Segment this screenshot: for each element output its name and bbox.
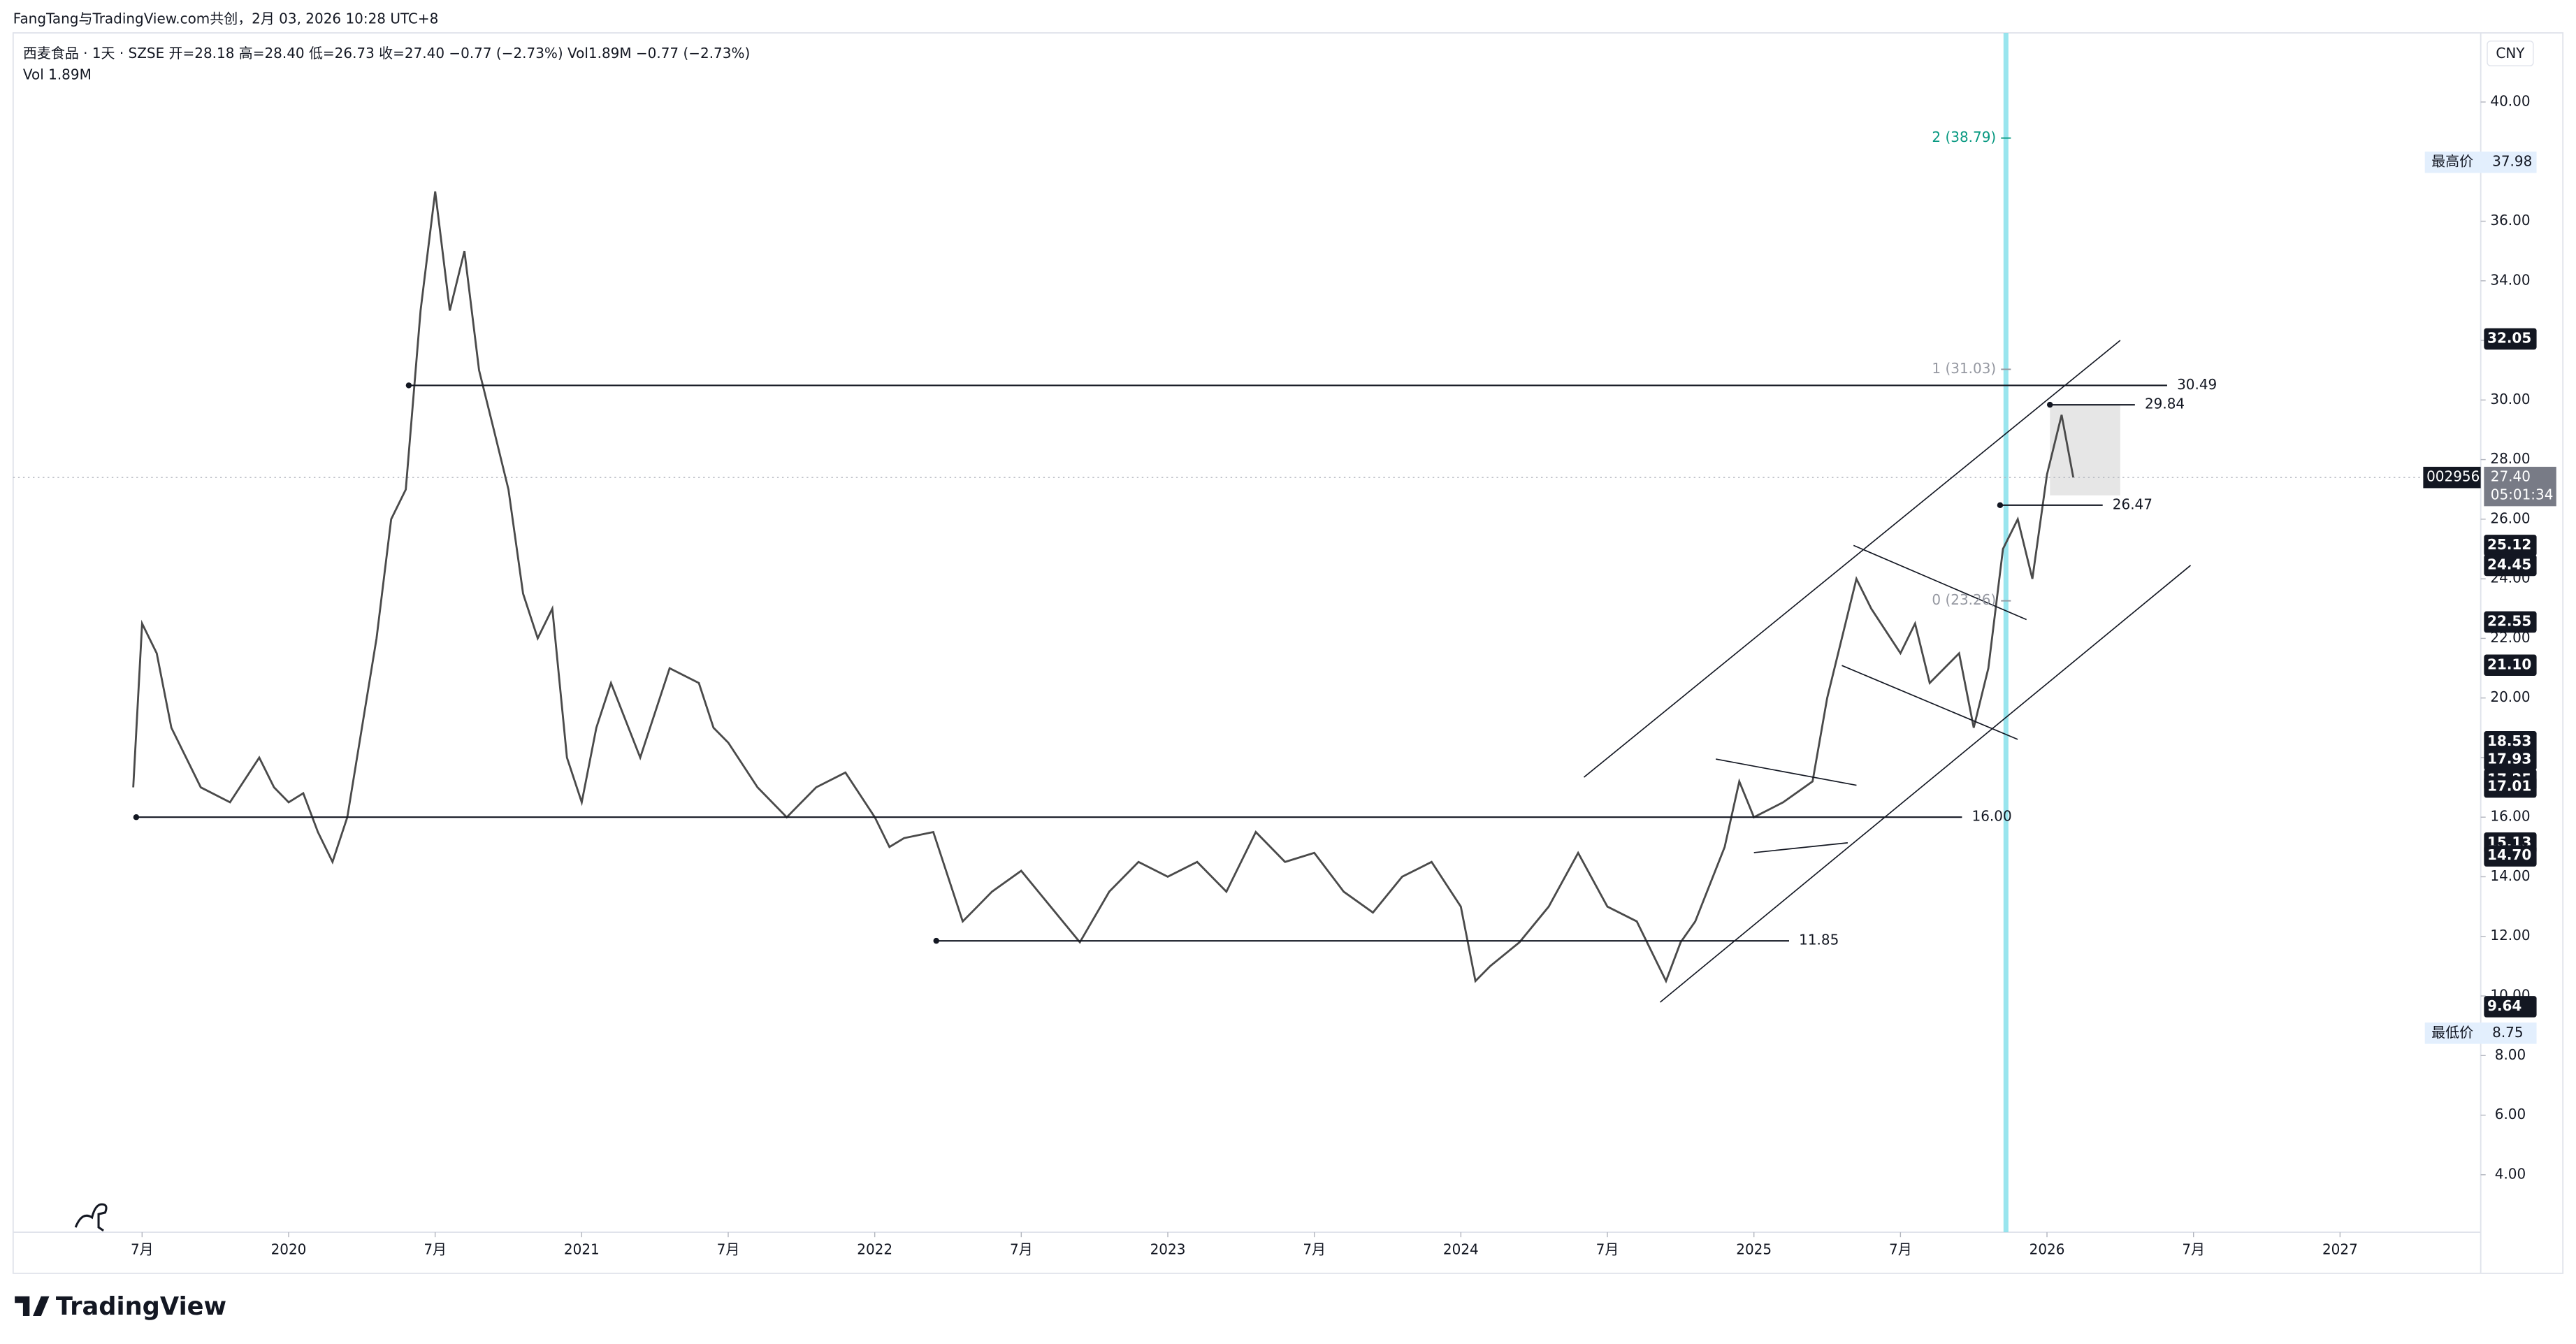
low-label: 最低价 bbox=[2431, 1024, 2473, 1041]
price-marker-box bbox=[2484, 749, 2537, 771]
line-anchor bbox=[133, 814, 140, 821]
x-tick-label: 2020 bbox=[271, 1241, 307, 1257]
price-marker-label: 9.64 bbox=[2487, 997, 2521, 1014]
price-marker-label: 17.93 bbox=[2487, 750, 2531, 767]
horizontal-line-label: 11.85 bbox=[1799, 932, 1839, 948]
x-tick-label: 7月 bbox=[131, 1241, 154, 1257]
fib-label: 2 (38.79) bbox=[1932, 129, 1996, 145]
y-tick-label: 4.00 bbox=[2495, 1165, 2526, 1182]
price-marker-box bbox=[2484, 731, 2537, 753]
x-tick-label: 2026 bbox=[2029, 1241, 2065, 1257]
price-marker-box bbox=[2484, 554, 2537, 577]
line-anchor bbox=[933, 937, 939, 944]
dino-icon bbox=[74, 1203, 108, 1232]
x-tick-label: 7月 bbox=[1889, 1241, 1912, 1257]
low-box bbox=[2424, 1023, 2537, 1044]
fib-label: 0 (23.26) bbox=[1932, 591, 1996, 608]
y-tick-label: 16.00 bbox=[2490, 808, 2530, 825]
x-tick-label: 7月 bbox=[2182, 1241, 2205, 1257]
low-value: 8.75 bbox=[2492, 1024, 2523, 1041]
dino-shape bbox=[74, 1203, 108, 1232]
price-line bbox=[132, 191, 2075, 984]
y-tick-label: 26.00 bbox=[2490, 510, 2530, 526]
trendline bbox=[1853, 544, 2027, 621]
price-marker-box bbox=[2484, 328, 2537, 350]
logo[interactable]: TradingView bbox=[15, 1292, 226, 1321]
highlight-band bbox=[2003, 33, 2009, 1233]
countdown: 05:01:34 bbox=[2491, 486, 2554, 503]
fib-label: 1 (31.03) bbox=[1932, 360, 1996, 377]
price-marker-label: 14.70 bbox=[2487, 846, 2531, 863]
horizontal-line-label: 30.49 bbox=[2177, 376, 2217, 393]
x-tick-label: 7月 bbox=[424, 1241, 447, 1257]
trendline bbox=[1753, 842, 1848, 853]
price-marker-label: 25.12 bbox=[2487, 536, 2531, 553]
y-tick-label: 34.00 bbox=[2490, 271, 2530, 288]
logo-mark[interactable] bbox=[15, 1296, 50, 1316]
symbol-info: 西麦食品 · 1天 · SZSE 开=28.18 高=28.40 低=26.73… bbox=[23, 45, 750, 62]
price-marker-box bbox=[2484, 776, 2537, 798]
price-marker-box bbox=[2484, 535, 2537, 556]
y-tick-label: 6.00 bbox=[2495, 1106, 2526, 1122]
price-marker-label: 22.55 bbox=[2487, 612, 2531, 629]
price-marker-box bbox=[2484, 654, 2537, 677]
price-marker-label: 32.05 bbox=[2487, 329, 2531, 346]
y-tick-label: 14.00 bbox=[2490, 867, 2530, 884]
horizontal-line-label: 29.84 bbox=[2145, 396, 2185, 412]
high-box bbox=[2424, 151, 2537, 173]
y-tick-label: 36.00 bbox=[2490, 212, 2530, 229]
x-tick-label: 2027 bbox=[2322, 1241, 2358, 1257]
x-tick-label: 7月 bbox=[1303, 1241, 1326, 1257]
logo-text[interactable]: TradingView bbox=[56, 1292, 226, 1321]
price-marker-label: 21.10 bbox=[2487, 656, 2531, 672]
x-tick-label: 2024 bbox=[1443, 1241, 1479, 1257]
symbol-box bbox=[2423, 466, 2481, 489]
line-anchor bbox=[405, 382, 412, 389]
x-tick-label: 2021 bbox=[564, 1241, 600, 1257]
price-marker-label: 17.01 bbox=[2487, 778, 2531, 795]
y-tick-label: 20.00 bbox=[2490, 688, 2530, 705]
header: FangTang与TradingView.com共创，2月 03, 2026 1… bbox=[13, 10, 439, 27]
trendline bbox=[1716, 758, 1857, 786]
y-tick-label: 30.00 bbox=[2490, 391, 2530, 407]
x-tick-label: 7月 bbox=[717, 1241, 740, 1257]
price-marker-box bbox=[2484, 996, 2537, 1018]
y-tick-label: 12.00 bbox=[2490, 927, 2530, 944]
y-tick-label: 40.00 bbox=[2490, 92, 2530, 109]
price-marker-box bbox=[2484, 845, 2537, 867]
x-tick-label: 7月 bbox=[1596, 1241, 1619, 1257]
currency-box[interactable] bbox=[2487, 41, 2534, 66]
x-tick-label: 2023 bbox=[1150, 1241, 1186, 1257]
trendline bbox=[1841, 665, 2018, 740]
last-price-label: 27.40 bbox=[2491, 468, 2531, 485]
last-price-box bbox=[2484, 466, 2556, 507]
trendline bbox=[1659, 565, 2192, 1003]
x-tick-label: 2022 bbox=[857, 1241, 892, 1257]
x-tick-label: 7月 bbox=[1010, 1241, 1033, 1257]
line-anchor bbox=[1997, 502, 2004, 509]
y-tick-label: 28.00 bbox=[2490, 450, 2530, 467]
high-value: 37.98 bbox=[2492, 153, 2532, 170]
volume-info: Vol 1.89M bbox=[23, 66, 92, 83]
price-marker-label: 24.45 bbox=[2487, 556, 2531, 572]
trendline bbox=[1583, 340, 2121, 778]
x-tick-label: 2025 bbox=[1736, 1241, 1772, 1257]
currency[interactable]: CNY bbox=[2496, 45, 2525, 62]
price-marker-label: 18.53 bbox=[2487, 732, 2531, 749]
y-tick-label: 8.00 bbox=[2495, 1046, 2526, 1063]
line-anchor bbox=[2046, 401, 2053, 408]
price-marker-box bbox=[2484, 611, 2537, 633]
symbol-label: 002956 bbox=[2426, 468, 2480, 485]
horizontal-line-label: 26.47 bbox=[2113, 496, 2152, 512]
high-label: 最高价 bbox=[2431, 153, 2473, 170]
frame bbox=[12, 32, 2564, 1274]
horizontal-line-label: 16.00 bbox=[1972, 808, 2012, 825]
